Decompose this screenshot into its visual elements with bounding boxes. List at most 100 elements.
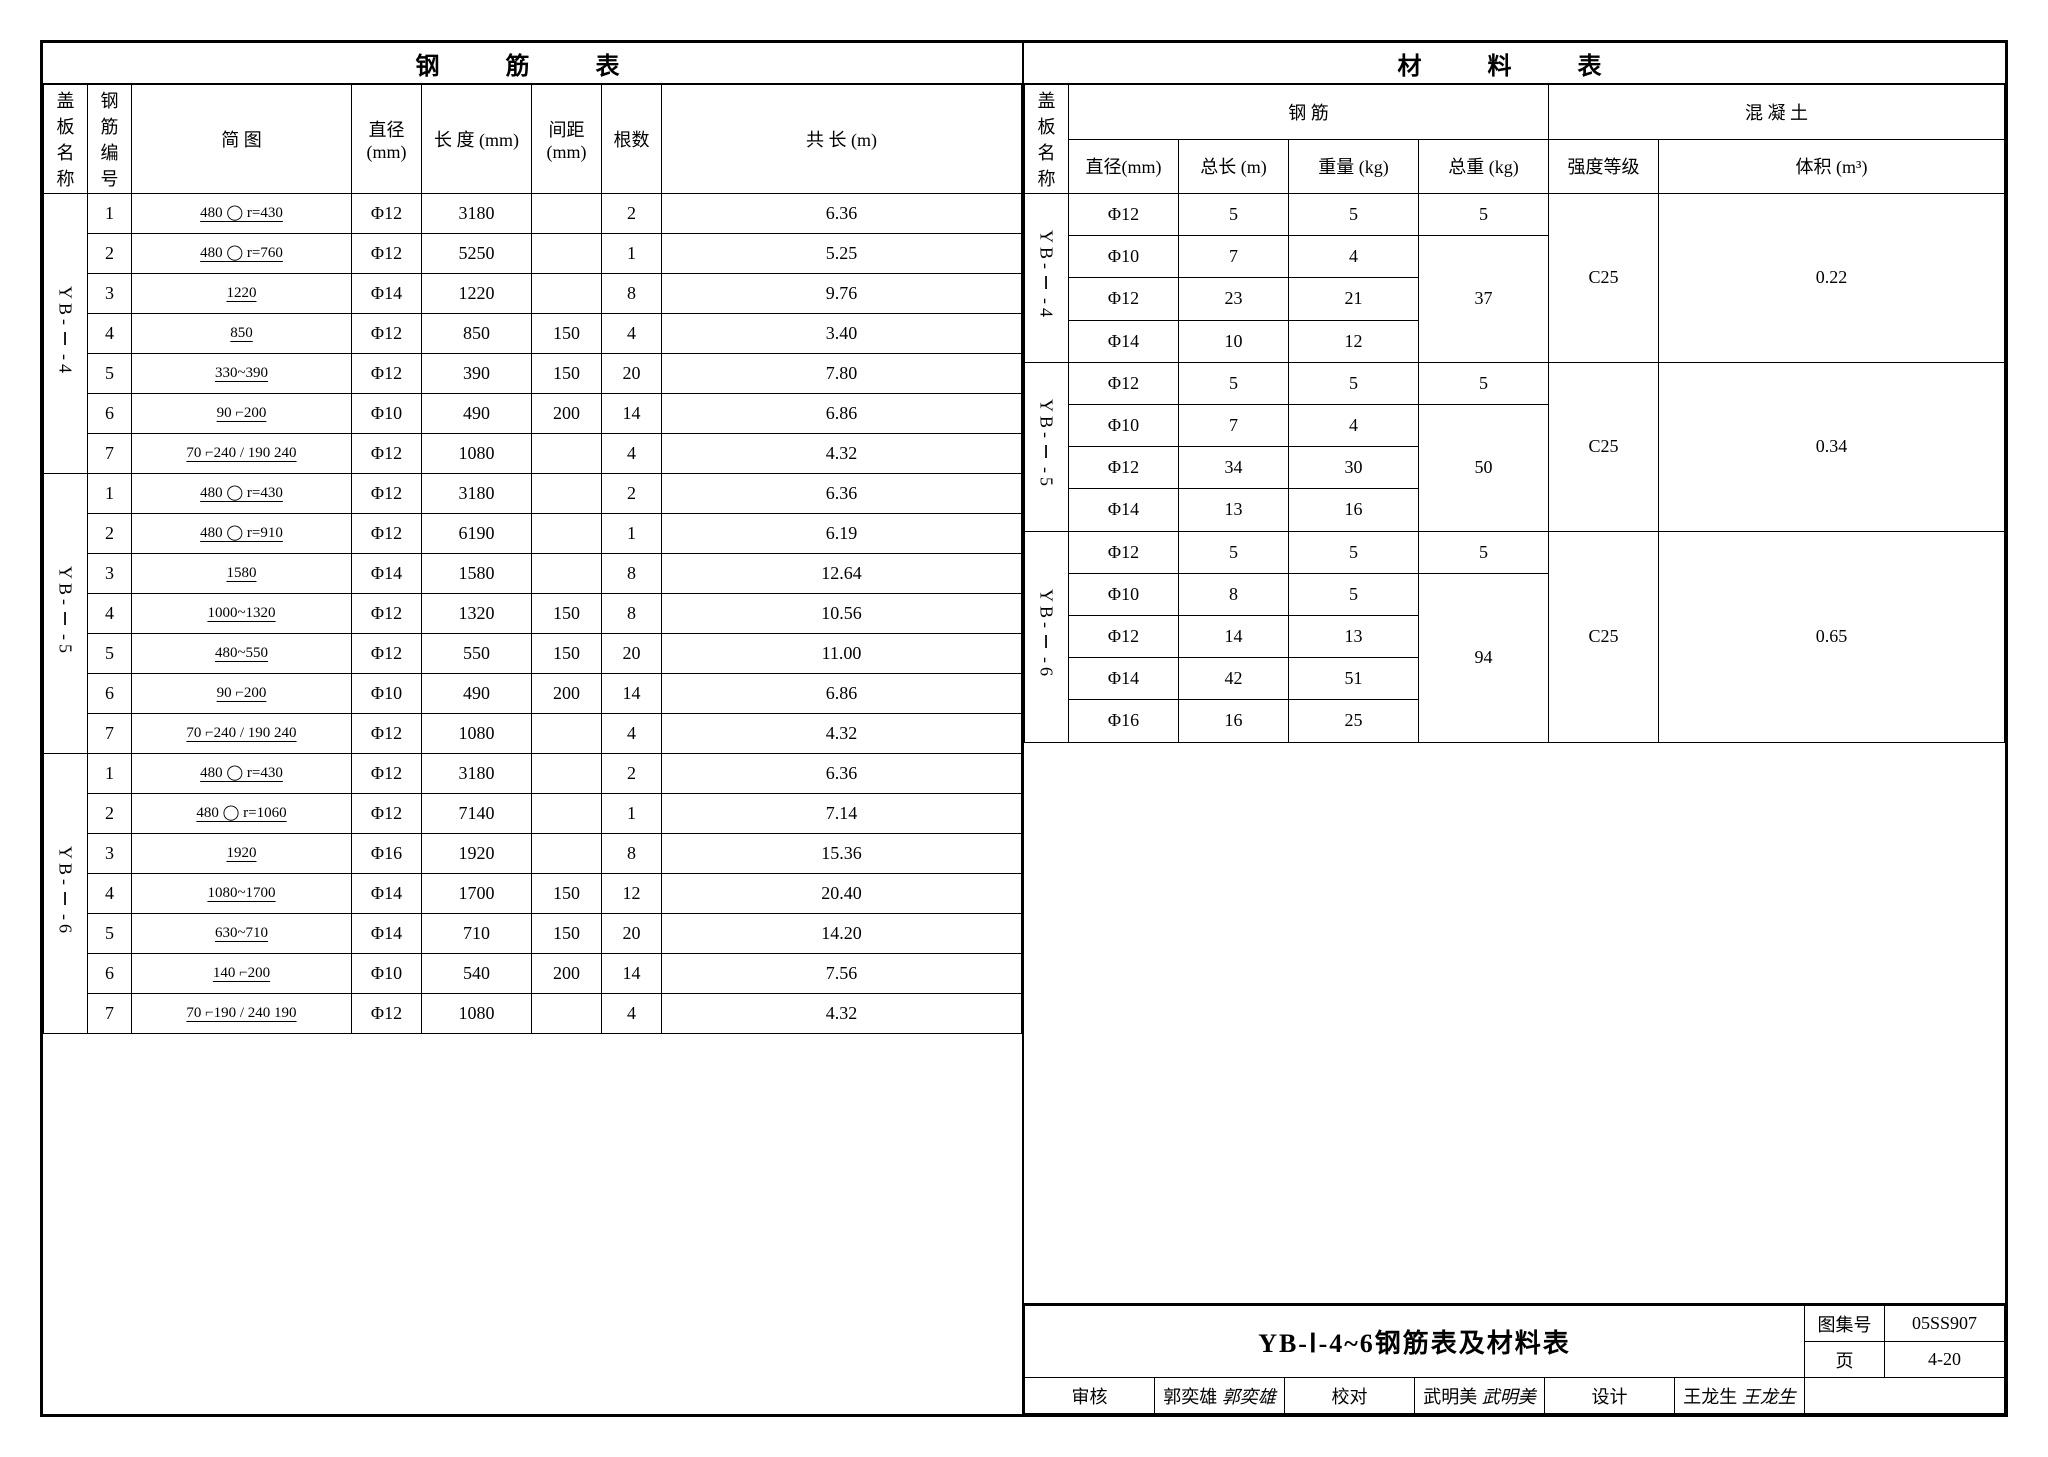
dia-cell: Φ14 xyxy=(352,874,422,914)
tot-cell: 11.00 xyxy=(662,634,1022,674)
plate-name-cell: YB-Ⅰ-6 xyxy=(1025,531,1069,742)
m-dia-cell: Φ10 xyxy=(1069,404,1179,446)
table-row: 690 ⌐200Φ10490200146.86 xyxy=(44,394,1022,434)
sp-cell xyxy=(532,234,602,274)
cnt-cell: 1 xyxy=(602,794,662,834)
cnt-cell: 20 xyxy=(602,914,662,954)
m-grade-cell: C25 xyxy=(1549,531,1659,742)
cnt-cell: 4 xyxy=(602,994,662,1034)
table-row: 41080~1700Φ1417001501220.40 xyxy=(44,874,1022,914)
design-sig: 王龙生 xyxy=(1742,1387,1796,1407)
m-hdr-rebar-group: 钢 筋 xyxy=(1069,85,1549,139)
m-len-cell: 5 xyxy=(1179,194,1289,236)
rebar-no-cell: 3 xyxy=(88,274,132,314)
book-no: 05SS907 xyxy=(1885,1306,2005,1342)
len-cell: 3180 xyxy=(422,754,532,794)
diagram-cell: 480 ◯ r=1060 xyxy=(132,794,352,834)
len-cell: 550 xyxy=(422,634,532,674)
rebar-no-cell: 1 xyxy=(88,474,132,514)
m-len-cell: 10 xyxy=(1179,320,1289,362)
diagram-cell: 70 ⌐240 / 190 240 xyxy=(132,714,352,754)
dia-cell: Φ12 xyxy=(352,474,422,514)
diagram-cell: 480 ◯ r=760 xyxy=(132,234,352,274)
table-row: 5630~710Φ147101502014.20 xyxy=(44,914,1022,954)
material-table-panel: 材 料 表 盖板 名称 钢 筋 混 凝 土 直径(mm) 总长 (m) xyxy=(1024,43,2005,1414)
diagram-cell: 480 ◯ r=430 xyxy=(132,194,352,234)
sp-cell xyxy=(532,514,602,554)
tot-cell: 6.36 xyxy=(662,754,1022,794)
sp-cell xyxy=(532,434,602,474)
diagram-cell: 90 ⌐200 xyxy=(132,394,352,434)
plate-name-cell: YB-Ⅰ-5 xyxy=(44,474,88,754)
rebar-table-title: 钢 筋 表 xyxy=(43,43,1022,85)
m-wt-cell: 21 xyxy=(1289,278,1419,320)
rebar-no-cell: 5 xyxy=(88,354,132,394)
m-dia-cell: Φ12 xyxy=(1069,362,1179,404)
rebar-no-cell: 6 xyxy=(88,954,132,994)
m-dia-cell: Φ14 xyxy=(1069,658,1179,700)
len-cell: 850 xyxy=(422,314,532,354)
m-hdr-vol: 体积 (m³) xyxy=(1659,139,2005,193)
hdr-rebar-no: 钢筋 编号 xyxy=(88,85,132,194)
m-twt-cell: 37 xyxy=(1419,236,1549,363)
tot-cell: 6.86 xyxy=(662,674,1022,714)
table-row: 31920Φ161920815.36 xyxy=(44,834,1022,874)
hdr-diagram: 简 图 xyxy=(132,85,352,194)
sp-cell: 200 xyxy=(532,394,602,434)
m-len-cell: 5 xyxy=(1179,362,1289,404)
cnt-cell: 1 xyxy=(602,514,662,554)
diagram-cell: 1920 xyxy=(132,834,352,874)
m-dia-cell: Φ10 xyxy=(1069,236,1179,278)
sp-cell xyxy=(532,794,602,834)
cnt-cell: 20 xyxy=(602,634,662,674)
book-label: 图集号 xyxy=(1805,1306,1885,1342)
m-twt-cell: 5 xyxy=(1419,362,1549,404)
table-row: YB-Ⅰ-41480 ◯ r=430Φ12318026.36 xyxy=(44,194,1022,234)
dia-cell: Φ10 xyxy=(352,954,422,994)
table-row: 5480~550Φ125501502011.00 xyxy=(44,634,1022,674)
m-dia-cell: Φ14 xyxy=(1069,489,1179,531)
cnt-cell: 8 xyxy=(602,594,662,634)
dia-cell: Φ16 xyxy=(352,834,422,874)
m-dia-cell: Φ10 xyxy=(1069,573,1179,615)
m-wt-cell: 5 xyxy=(1289,194,1419,236)
cnt-cell: 8 xyxy=(602,274,662,314)
sp-cell xyxy=(532,474,602,514)
dia-cell: Φ10 xyxy=(352,674,422,714)
dia-cell: Φ12 xyxy=(352,794,422,834)
sp-cell: 150 xyxy=(532,914,602,954)
m-len-cell: 23 xyxy=(1179,278,1289,320)
dia-cell: Φ12 xyxy=(352,314,422,354)
rebar-no-cell: 3 xyxy=(88,834,132,874)
m-twt-cell: 94 xyxy=(1419,573,1549,742)
m-dia-cell: Φ12 xyxy=(1069,531,1179,573)
m-wt-cell: 4 xyxy=(1289,404,1419,446)
len-cell: 1080 xyxy=(422,994,532,1034)
m-dia-cell: Φ12 xyxy=(1069,447,1179,489)
m-wt-cell: 5 xyxy=(1289,573,1419,615)
m-dia-cell: Φ12 xyxy=(1069,194,1179,236)
m-vol-cell: 0.65 xyxy=(1659,531,2005,742)
m-len-cell: 13 xyxy=(1179,489,1289,531)
cnt-cell: 14 xyxy=(602,954,662,994)
m-len-cell: 7 xyxy=(1179,236,1289,278)
m-grade-cell: C25 xyxy=(1549,362,1659,531)
rebar-no-cell: 4 xyxy=(88,314,132,354)
cnt-cell: 14 xyxy=(602,394,662,434)
sp-cell: 200 xyxy=(532,674,602,714)
table-row: 2480 ◯ r=760Φ12525015.25 xyxy=(44,234,1022,274)
m-dia-cell: Φ16 xyxy=(1069,700,1179,742)
m-vol-cell: 0.22 xyxy=(1659,194,2005,363)
table-row: YB-Ⅰ-6Φ12555C250.65 xyxy=(1025,531,2005,573)
diagram-cell: 1080~1700 xyxy=(132,874,352,914)
sp-cell: 150 xyxy=(532,314,602,354)
diagram-cell: 1000~1320 xyxy=(132,594,352,634)
m-twt-cell: 5 xyxy=(1419,531,1549,573)
rebar-no-cell: 2 xyxy=(88,794,132,834)
cnt-cell: 2 xyxy=(602,194,662,234)
page-label: 页 xyxy=(1805,1342,1885,1378)
rebar-no-cell: 4 xyxy=(88,594,132,634)
len-cell: 1080 xyxy=(422,434,532,474)
m-len-cell: 42 xyxy=(1179,658,1289,700)
m-twt-cell: 5 xyxy=(1419,194,1549,236)
